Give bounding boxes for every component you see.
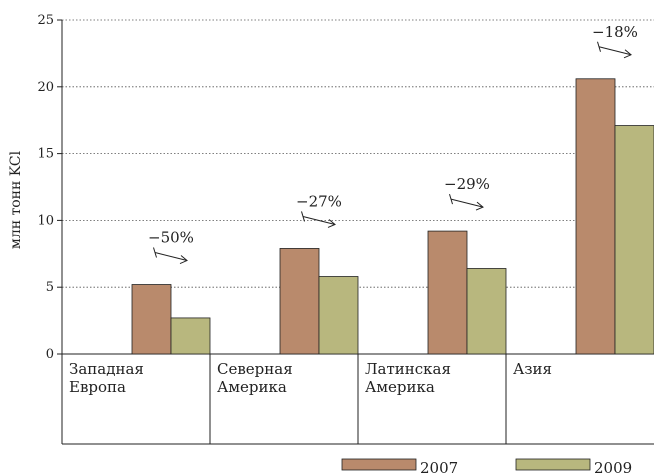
legend: 2007 2009 xyxy=(341,458,632,476)
legend-label-2009: 2009 xyxy=(594,459,632,476)
bars xyxy=(131,78,654,355)
change-arrow-tail xyxy=(449,193,453,205)
bar-2007-4 xyxy=(575,78,616,355)
bar-2009-4 xyxy=(614,125,654,355)
category-label: Северная Америка xyxy=(217,360,293,396)
legend-swatch-2009 xyxy=(515,458,591,471)
bar-2007-3 xyxy=(427,230,468,355)
change-arrow xyxy=(302,215,336,225)
change-annotations: −50% −27% −29% −18% xyxy=(148,23,638,264)
bar-2009-2 xyxy=(318,276,359,355)
legend-swatch-2007 xyxy=(341,458,417,471)
change-arrow-head xyxy=(623,49,632,59)
category-table: Западная Европа Северная Америка Латинская Ам… xyxy=(61,354,654,445)
change-arrow-head xyxy=(327,219,336,228)
bar-2009-1 xyxy=(170,317,211,355)
category-label: Латинская Америка xyxy=(365,360,451,396)
bar-2009-3 xyxy=(466,268,507,355)
change-label: −29% xyxy=(444,175,490,193)
bar-2007-1 xyxy=(131,284,172,355)
change-arrow-head xyxy=(475,201,484,211)
legend-label-2007: 2007 xyxy=(420,459,458,476)
category-label: Западная Европа xyxy=(69,360,144,396)
bar-2007-2 xyxy=(279,248,320,355)
change-arrow-head xyxy=(179,255,188,264)
y-tick-label: 5 xyxy=(46,280,54,295)
change-arrow-tail xyxy=(153,247,157,258)
change-arrow-tail xyxy=(301,211,305,222)
category-label: Азия xyxy=(513,360,552,378)
change-arrow xyxy=(598,46,632,56)
y-tick-label: 20 xyxy=(37,80,54,95)
change-label: −18% xyxy=(592,23,638,41)
y-tick-label: 0 xyxy=(46,347,54,362)
y-axis-label: млн тонн KCl xyxy=(8,150,24,249)
y-tick-label: 15 xyxy=(37,147,54,162)
y-tick-label: 10 xyxy=(37,213,54,228)
change-label: −27% xyxy=(296,192,342,210)
change-label: −50% xyxy=(148,229,194,247)
change-arrow xyxy=(450,198,484,208)
gridlines xyxy=(62,19,654,288)
change-arrow xyxy=(154,252,188,262)
y-tick-label: 25 xyxy=(37,13,54,28)
change-arrow-tail xyxy=(597,41,601,52)
